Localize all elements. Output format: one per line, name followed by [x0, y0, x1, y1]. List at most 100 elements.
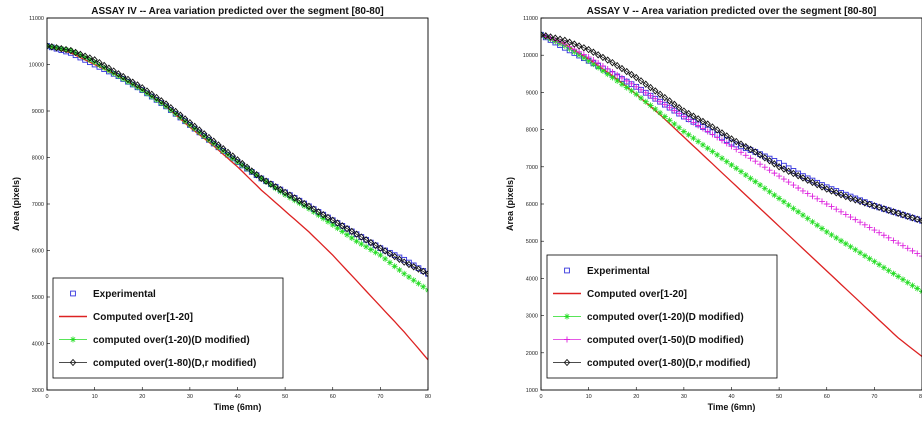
- diamond-marker: [181, 115, 189, 123]
- star-marker: [776, 195, 783, 202]
- legend-box: [546, 254, 778, 379]
- plus-marker: [723, 140, 730, 147]
- diamond-marker: [139, 84, 146, 92]
- diamond-marker: [372, 241, 379, 250]
- legend-item: Computed over[1-20]: [59, 312, 193, 323]
- y-axis-label: Area (pixels): [505, 177, 515, 231]
- diamond-marker: [162, 100, 170, 108]
- plus-marker: [628, 80, 635, 87]
- diamond-marker: [737, 140, 745, 148]
- diamond-marker: [334, 219, 341, 227]
- legend-item: computed over(1-20)(D modified): [553, 312, 744, 323]
- star-marker: [828, 231, 835, 238]
- plus-marker: [690, 119, 697, 126]
- plus-marker: [647, 92, 654, 99]
- star-marker: [580, 54, 587, 61]
- diamond-marker: [561, 36, 569, 45]
- plus-marker: [847, 214, 854, 221]
- y-tick-label: 9000: [32, 109, 44, 115]
- star-marker: [652, 106, 659, 113]
- star-marker: [647, 102, 654, 109]
- star-marker: [386, 259, 393, 266]
- y-tick-label: 8000: [526, 128, 538, 134]
- diamond-marker: [424, 270, 428, 278]
- star-marker: [267, 181, 274, 188]
- diamond-marker: [143, 87, 151, 95]
- diamond-marker: [229, 152, 236, 160]
- plus-marker: [795, 185, 802, 192]
- plus-marker: [899, 242, 906, 249]
- diamond-marker: [91, 56, 98, 64]
- diamond-marker: [775, 163, 783, 171]
- plus-marker: [704, 128, 711, 135]
- plus-marker: [580, 51, 587, 58]
- star-marker: [609, 74, 616, 81]
- plus-marker: [676, 110, 683, 117]
- plus-marker: [590, 57, 597, 64]
- star-marker: [391, 263, 398, 270]
- plus-marker: [799, 187, 806, 194]
- star-marker: [676, 124, 683, 131]
- y-tick-label: 1000: [526, 388, 538, 394]
- diamond-marker: [267, 180, 275, 188]
- star-marker: [785, 202, 792, 209]
- star-marker: [780, 198, 787, 205]
- star-marker: [866, 255, 873, 262]
- plus-marker: [828, 203, 835, 210]
- star-marker: [695, 138, 702, 145]
- star-marker: [895, 273, 902, 280]
- diamond-marker: [541, 31, 545, 39]
- diamond-marker: [291, 194, 298, 202]
- star-marker: [405, 274, 412, 281]
- star-marker: [804, 215, 811, 222]
- plus-marker: [818, 198, 825, 205]
- plus-marker: [564, 336, 570, 343]
- plus-marker: [541, 31, 544, 38]
- y-tick-label: 5000: [526, 239, 538, 245]
- diamond-marker: [799, 174, 807, 182]
- y-tick-label: 7000: [32, 202, 44, 208]
- plus-marker: [709, 131, 716, 138]
- series-computed-over-1-20-: [541, 34, 922, 358]
- diamond-marker: [391, 252, 398, 261]
- plus-marker: [833, 206, 840, 213]
- star-marker: [339, 228, 346, 235]
- star-marker: [344, 231, 351, 238]
- star-marker: [771, 192, 778, 199]
- star-marker: [904, 279, 911, 286]
- diamond-marker: [105, 64, 113, 72]
- plus-marker: [871, 227, 878, 234]
- diamond-marker: [833, 189, 840, 197]
- legend: Experimental Computed over[1-20] computed …: [546, 254, 778, 379]
- diamond-marker: [785, 167, 792, 175]
- star-marker: [914, 285, 921, 292]
- diamond-marker: [614, 61, 621, 70]
- star-marker: [747, 175, 754, 182]
- diamond-marker: [300, 199, 308, 208]
- plus-marker: [671, 107, 678, 114]
- diamond-marker: [58, 45, 65, 53]
- y-tick-label: 8000: [32, 156, 44, 162]
- star-marker: [595, 64, 602, 71]
- plus-marker: [699, 125, 706, 132]
- diamond-marker: [262, 177, 270, 185]
- star-marker: [852, 246, 859, 253]
- y-tick-label: 6000: [32, 249, 44, 255]
- diamond-marker: [556, 35, 564, 43]
- star-marker: [814, 222, 821, 229]
- plus-marker: [757, 161, 764, 168]
- plus-marker: [785, 179, 792, 186]
- x-tick-label: 0: [45, 394, 48, 400]
- square-marker: [70, 290, 76, 297]
- diamond-marker: [628, 70, 635, 79]
- star-marker: [685, 131, 692, 138]
- star-marker: [671, 121, 678, 128]
- diamond-marker: [880, 205, 888, 213]
- star-marker: [733, 165, 740, 172]
- diamond-marker: [704, 120, 711, 128]
- plus-marker: [747, 155, 754, 162]
- diamond-marker: [362, 236, 370, 244]
- y-axis-label: Area (pixels): [11, 177, 21, 231]
- diamond-marker: [96, 58, 103, 67]
